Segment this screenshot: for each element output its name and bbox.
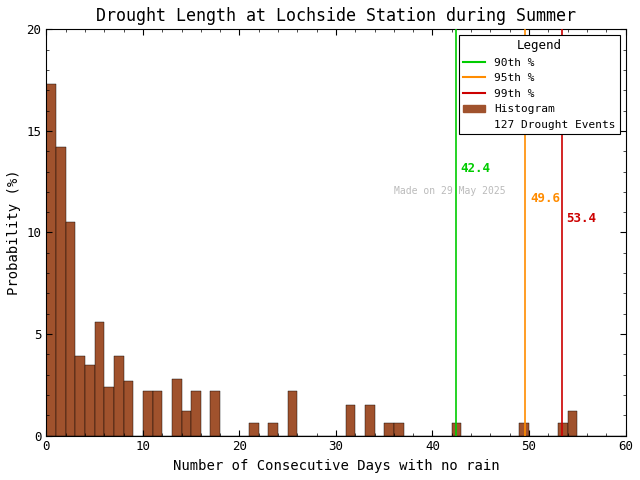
Text: 53.4: 53.4 <box>566 212 596 225</box>
Bar <box>76 356 85 436</box>
Bar <box>114 356 124 436</box>
Text: Made on 29 May 2025: Made on 29 May 2025 <box>394 186 506 196</box>
Bar <box>152 391 162 436</box>
Bar <box>66 222 76 436</box>
Bar <box>452 423 461 436</box>
Bar <box>85 364 95 436</box>
Bar <box>288 391 298 436</box>
X-axis label: Number of Consecutive Days with no rain: Number of Consecutive Days with no rain <box>173 459 499 473</box>
Text: 49.6: 49.6 <box>530 192 560 205</box>
Title: Drought Length at Lochside Station during Summer: Drought Length at Lochside Station durin… <box>96 7 576 25</box>
Legend: 90th %, 95th %, 99th %, Histogram, 127 Drought Events: 90th %, 95th %, 99th %, Histogram, 127 D… <box>458 35 620 134</box>
Bar <box>268 423 278 436</box>
Bar <box>346 405 355 436</box>
Bar <box>365 405 374 436</box>
Text: 42.4: 42.4 <box>461 161 490 175</box>
Bar <box>95 322 104 436</box>
Bar <box>394 423 404 436</box>
Bar <box>143 391 152 436</box>
Bar <box>124 381 133 436</box>
Bar <box>558 423 568 436</box>
Bar <box>520 423 529 436</box>
Bar <box>384 423 394 436</box>
Bar <box>182 411 191 436</box>
Bar <box>211 391 220 436</box>
Bar <box>56 147 66 436</box>
Bar <box>568 411 577 436</box>
Bar <box>172 379 182 436</box>
Y-axis label: Probability (%): Probability (%) <box>7 169 21 295</box>
Bar <box>191 391 201 436</box>
Bar <box>46 84 56 436</box>
Bar <box>104 387 114 436</box>
Bar <box>249 423 259 436</box>
